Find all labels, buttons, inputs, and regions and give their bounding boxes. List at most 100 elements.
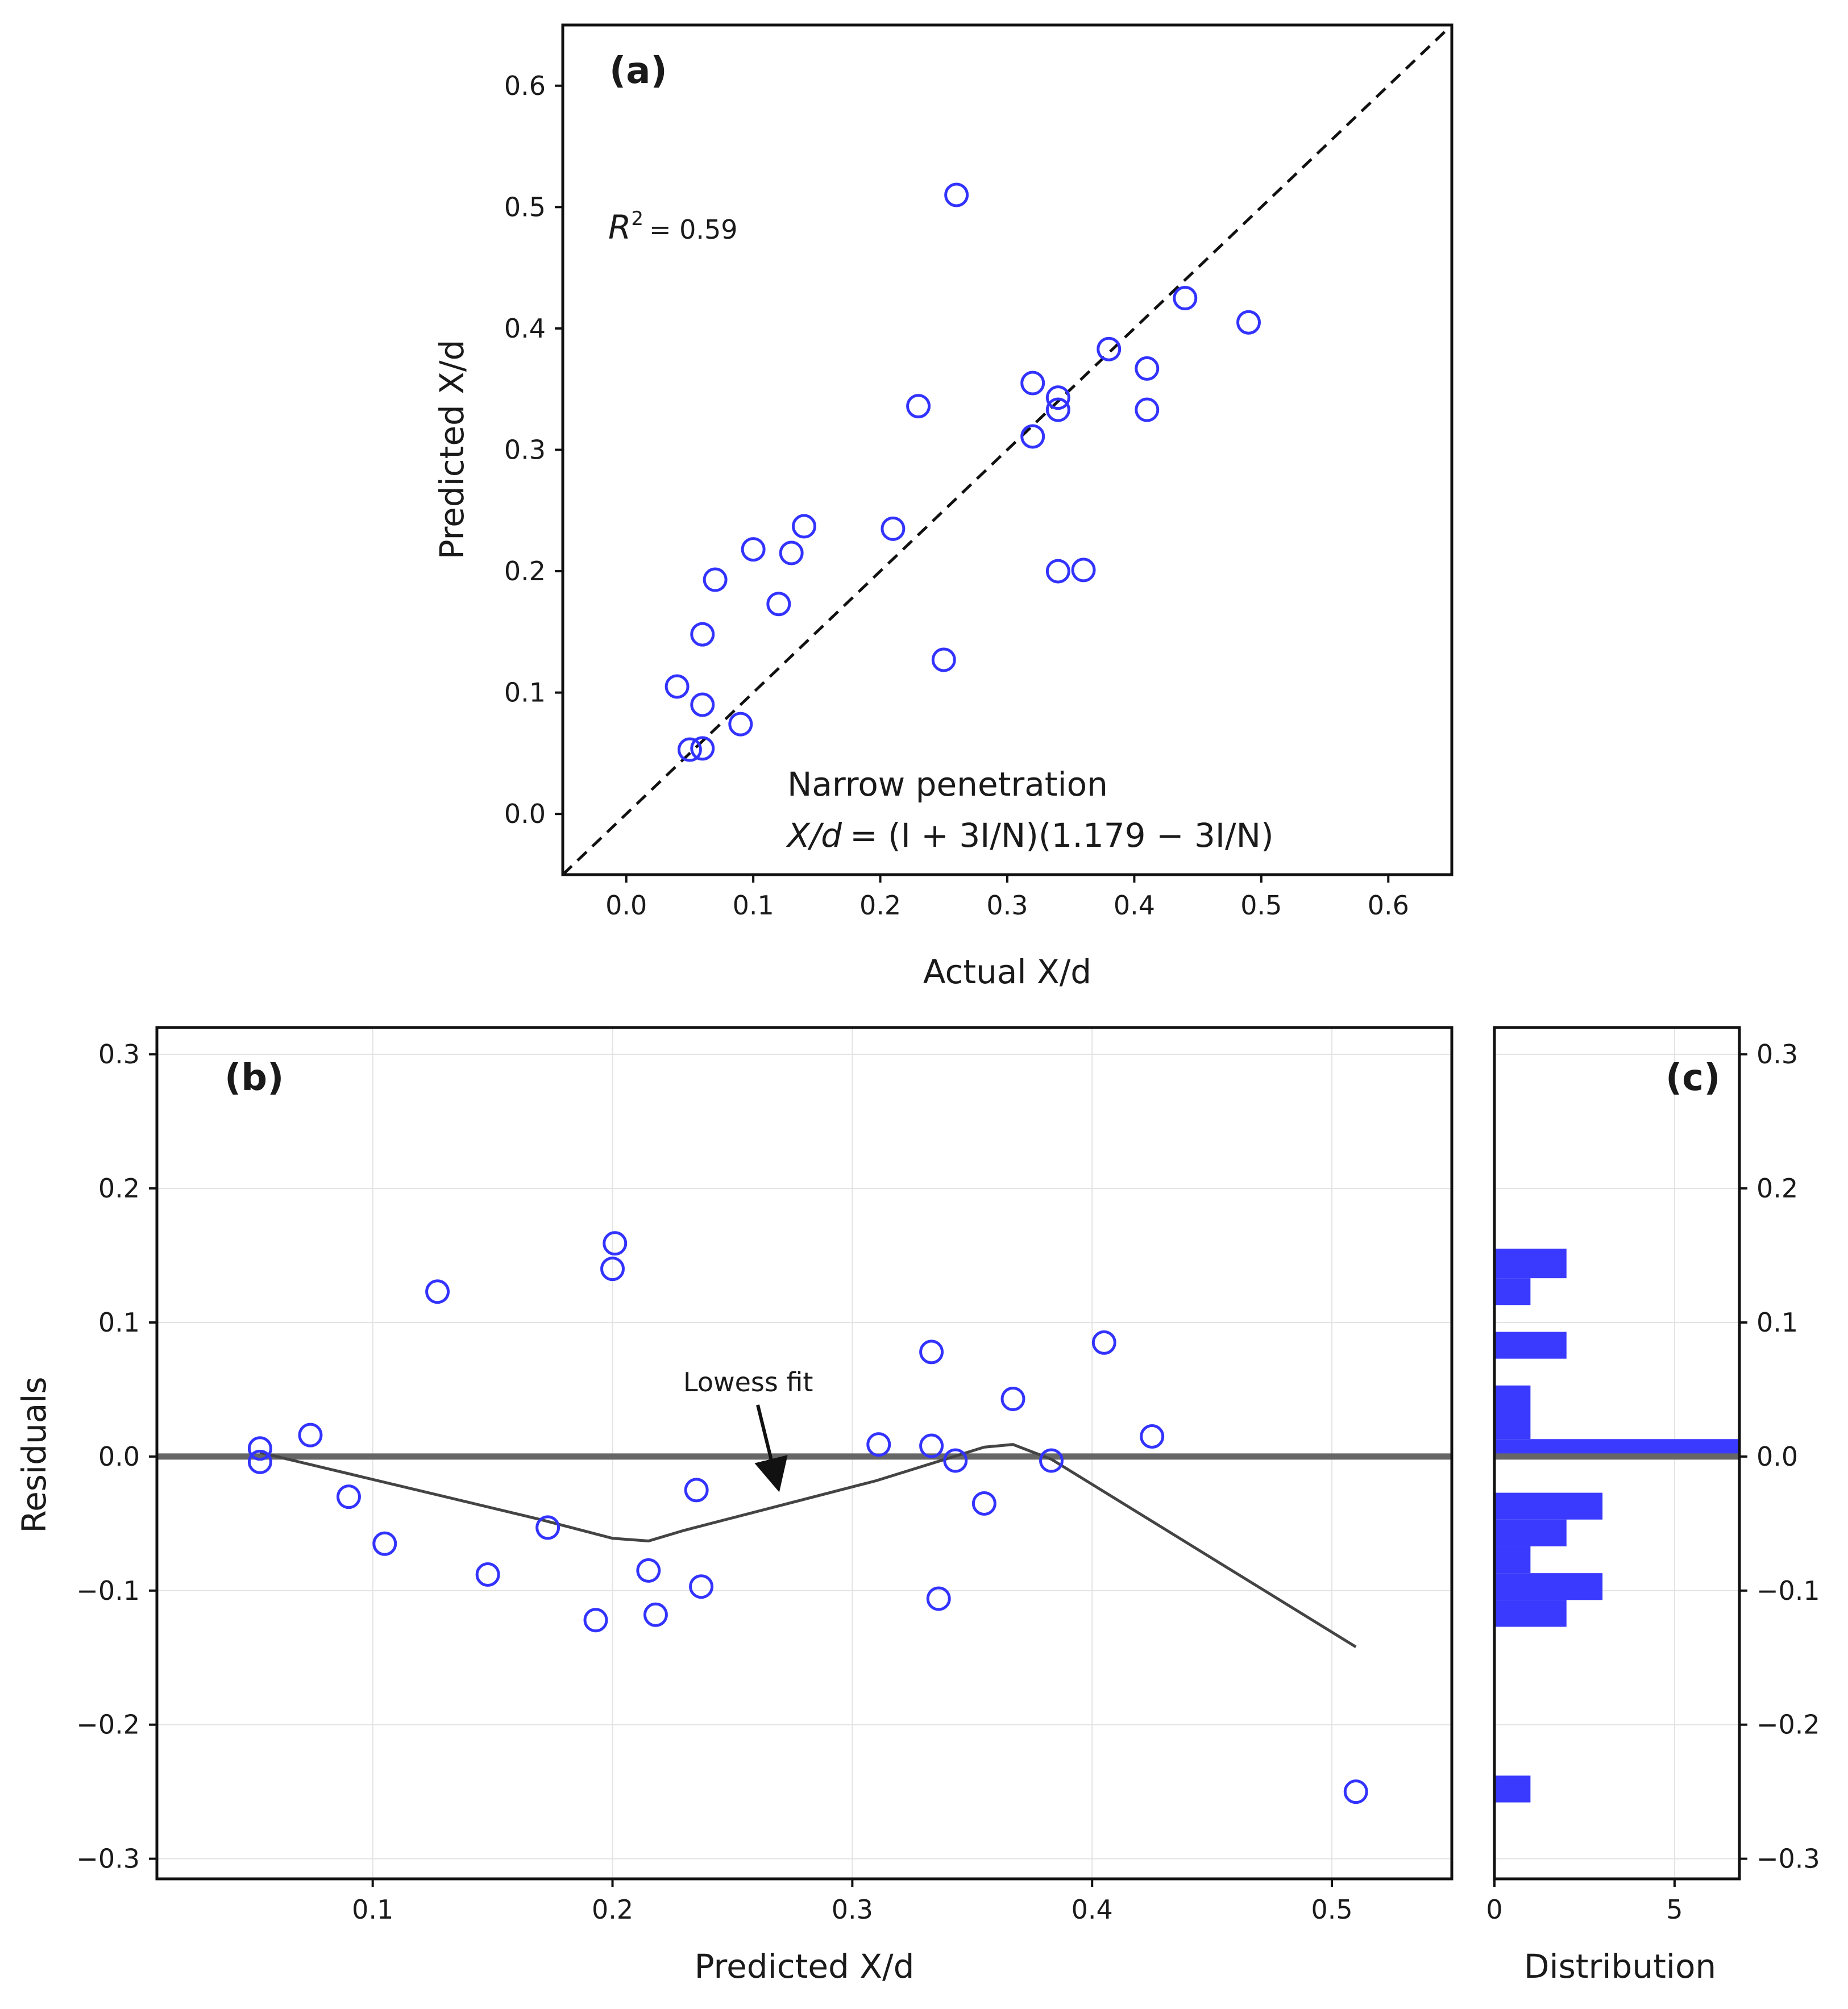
histogram-bar xyxy=(1494,1775,1531,1803)
panel-c-tag: (c) xyxy=(1666,1057,1720,1099)
panel-b-tag: (b) xyxy=(225,1057,284,1099)
data-point xyxy=(690,736,715,761)
residual-point xyxy=(866,1432,891,1457)
data-point xyxy=(1020,424,1045,449)
data-point xyxy=(690,622,715,647)
histogram-bar xyxy=(1494,1385,1531,1440)
panel-b-ylabel: Residuals xyxy=(15,1376,53,1533)
b-ytick-label: −0.2 xyxy=(76,1709,140,1740)
b-xtick-label: 0.3 xyxy=(832,1894,873,1925)
c-ytick-label: 0.0 xyxy=(1756,1441,1798,1472)
histogram-bar xyxy=(1494,1519,1567,1546)
histogram-bar xyxy=(1494,1573,1603,1600)
data-point xyxy=(881,516,906,541)
c-ytick-label: −0.3 xyxy=(1756,1844,1820,1874)
b-ytick-label: 0.1 xyxy=(98,1307,140,1338)
residual-point xyxy=(689,1574,714,1599)
data-point xyxy=(1045,559,1070,584)
residual-point xyxy=(1140,1424,1165,1449)
panel-a-tag: (a) xyxy=(609,50,667,92)
data-point xyxy=(931,647,956,672)
panel-a-frame xyxy=(561,23,1454,876)
residual-point xyxy=(247,1449,272,1474)
lowess-arrow xyxy=(754,1404,788,1492)
data-point xyxy=(1020,371,1045,396)
panel-b-grid xyxy=(157,1028,1452,1879)
r-squared-label: R2 = 0.59 xyxy=(608,207,738,247)
b-xtick-label: 0.4 xyxy=(1072,1894,1113,1925)
a-xtick-label: 0.5 xyxy=(1240,890,1282,921)
data-point xyxy=(665,674,690,699)
panel-c-ticks: 0 5 −0.3 −0.2 −0.1 0.0 0.1 0.2 0.3 xyxy=(1486,1039,1820,1925)
data-point xyxy=(906,394,931,419)
residual-point xyxy=(1039,1448,1064,1473)
data-point xyxy=(1135,356,1160,381)
residual-point xyxy=(971,1491,996,1516)
b-xtick-label: 0.1 xyxy=(352,1894,393,1925)
b-xtick-label: 0.5 xyxy=(1311,1894,1352,1925)
a-ytick-label: 0.4 xyxy=(504,313,546,344)
panel-b-xlabel: Predicted X/d xyxy=(695,1947,915,1986)
a-xtick-label: 0.3 xyxy=(986,890,1028,921)
residual-point xyxy=(1091,1330,1116,1355)
b-ytick-label: 0.3 xyxy=(98,1039,140,1070)
residual-point xyxy=(1000,1386,1025,1411)
b-ytick-label: −0.3 xyxy=(76,1844,140,1874)
residual-point xyxy=(298,1422,323,1448)
a-ytick-label: 0.3 xyxy=(504,435,546,465)
data-point xyxy=(1236,310,1261,335)
panel-b: 0.1 0.2 0.3 0.4 0.5−0.3−0.2−0.10.00.10.20.3 … xyxy=(15,1026,1454,1986)
residual-point xyxy=(926,1586,951,1611)
data-point xyxy=(1097,336,1122,361)
residual-point xyxy=(247,1436,272,1461)
histogram-bar xyxy=(1494,1278,1531,1305)
data-point xyxy=(703,567,728,592)
data-point xyxy=(1045,385,1070,410)
panel-b-points xyxy=(247,1231,1368,1804)
panel-a: 0.0 0.1 0.2 0.3 0.4 0.5 0.6 0.0 0.1 0.2 0.3 0.4 0.5 0… xyxy=(433,23,1454,991)
c-ytick-label: −0.1 xyxy=(1756,1575,1820,1606)
panel-b-ticks: 0.1 0.2 0.3 0.4 0.5 −0.3 −0.2 −0.1 0.0 0.1 0.2 0.3 xyxy=(76,1039,1352,1925)
data-point xyxy=(1135,397,1160,422)
residual-point xyxy=(425,1279,450,1304)
residual-point xyxy=(643,1602,668,1627)
panel-a-xlabel: Actual X/d xyxy=(923,952,1091,991)
residual-point xyxy=(636,1558,661,1583)
panel-c: 0 5 −0.3 −0.2 −0.1 0.0 0.1 0.2 0.3 (c) Distribut… xyxy=(1486,1026,1820,1986)
histogram-bar xyxy=(1494,1332,1567,1359)
c-ytick-label: 0.2 xyxy=(1756,1173,1798,1204)
data-point xyxy=(690,692,715,717)
residual-point xyxy=(336,1484,361,1509)
a-xtick-label: 0.1 xyxy=(733,890,774,921)
histogram-bar xyxy=(1494,1249,1567,1279)
data-point xyxy=(741,537,766,562)
data-point xyxy=(1071,558,1096,583)
histogram-bar xyxy=(1494,1600,1567,1627)
histogram-bar xyxy=(1494,1546,1531,1574)
residual-point xyxy=(603,1231,628,1256)
residual-point xyxy=(583,1608,608,1633)
b-ytick-label: 0.0 xyxy=(98,1441,140,1472)
c-ytick-label: 0.3 xyxy=(1756,1039,1798,1070)
a-ytick-label: 0.5 xyxy=(504,192,546,222)
a-ytick-label: 0.1 xyxy=(504,677,546,708)
identity-line xyxy=(563,25,1452,875)
panel-c-frame xyxy=(1493,1026,1741,1881)
data-point xyxy=(728,712,753,737)
a-xtick-label: 0.4 xyxy=(1114,890,1155,921)
residual-point xyxy=(600,1257,625,1282)
residual-point xyxy=(943,1448,968,1473)
a-ytick-label: 0.0 xyxy=(504,798,546,829)
residual-point xyxy=(684,1478,709,1503)
residual-point xyxy=(919,1433,944,1458)
panel-a-points xyxy=(665,182,1261,762)
narrow-penetration-formula: X/d = (I + 3I/N)(1.179 − 3I/N) xyxy=(786,816,1274,855)
a-ytick-label: 0.2 xyxy=(504,556,546,587)
panel-c-xlabel: Distribution xyxy=(1524,1947,1716,1986)
narrow-penetration-title: Narrow penetration xyxy=(787,765,1108,804)
a-xtick-label: 0.6 xyxy=(1368,890,1409,921)
c-xtick-label: 5 xyxy=(1666,1894,1683,1925)
b-ytick-label: −0.1 xyxy=(76,1575,140,1606)
panel-a-ticks: 0.0 0.1 0.2 0.3 0.4 0.5 0.6 0.0 0.1 0.2 0.3 0.4 0.5 0… xyxy=(504,70,1409,921)
